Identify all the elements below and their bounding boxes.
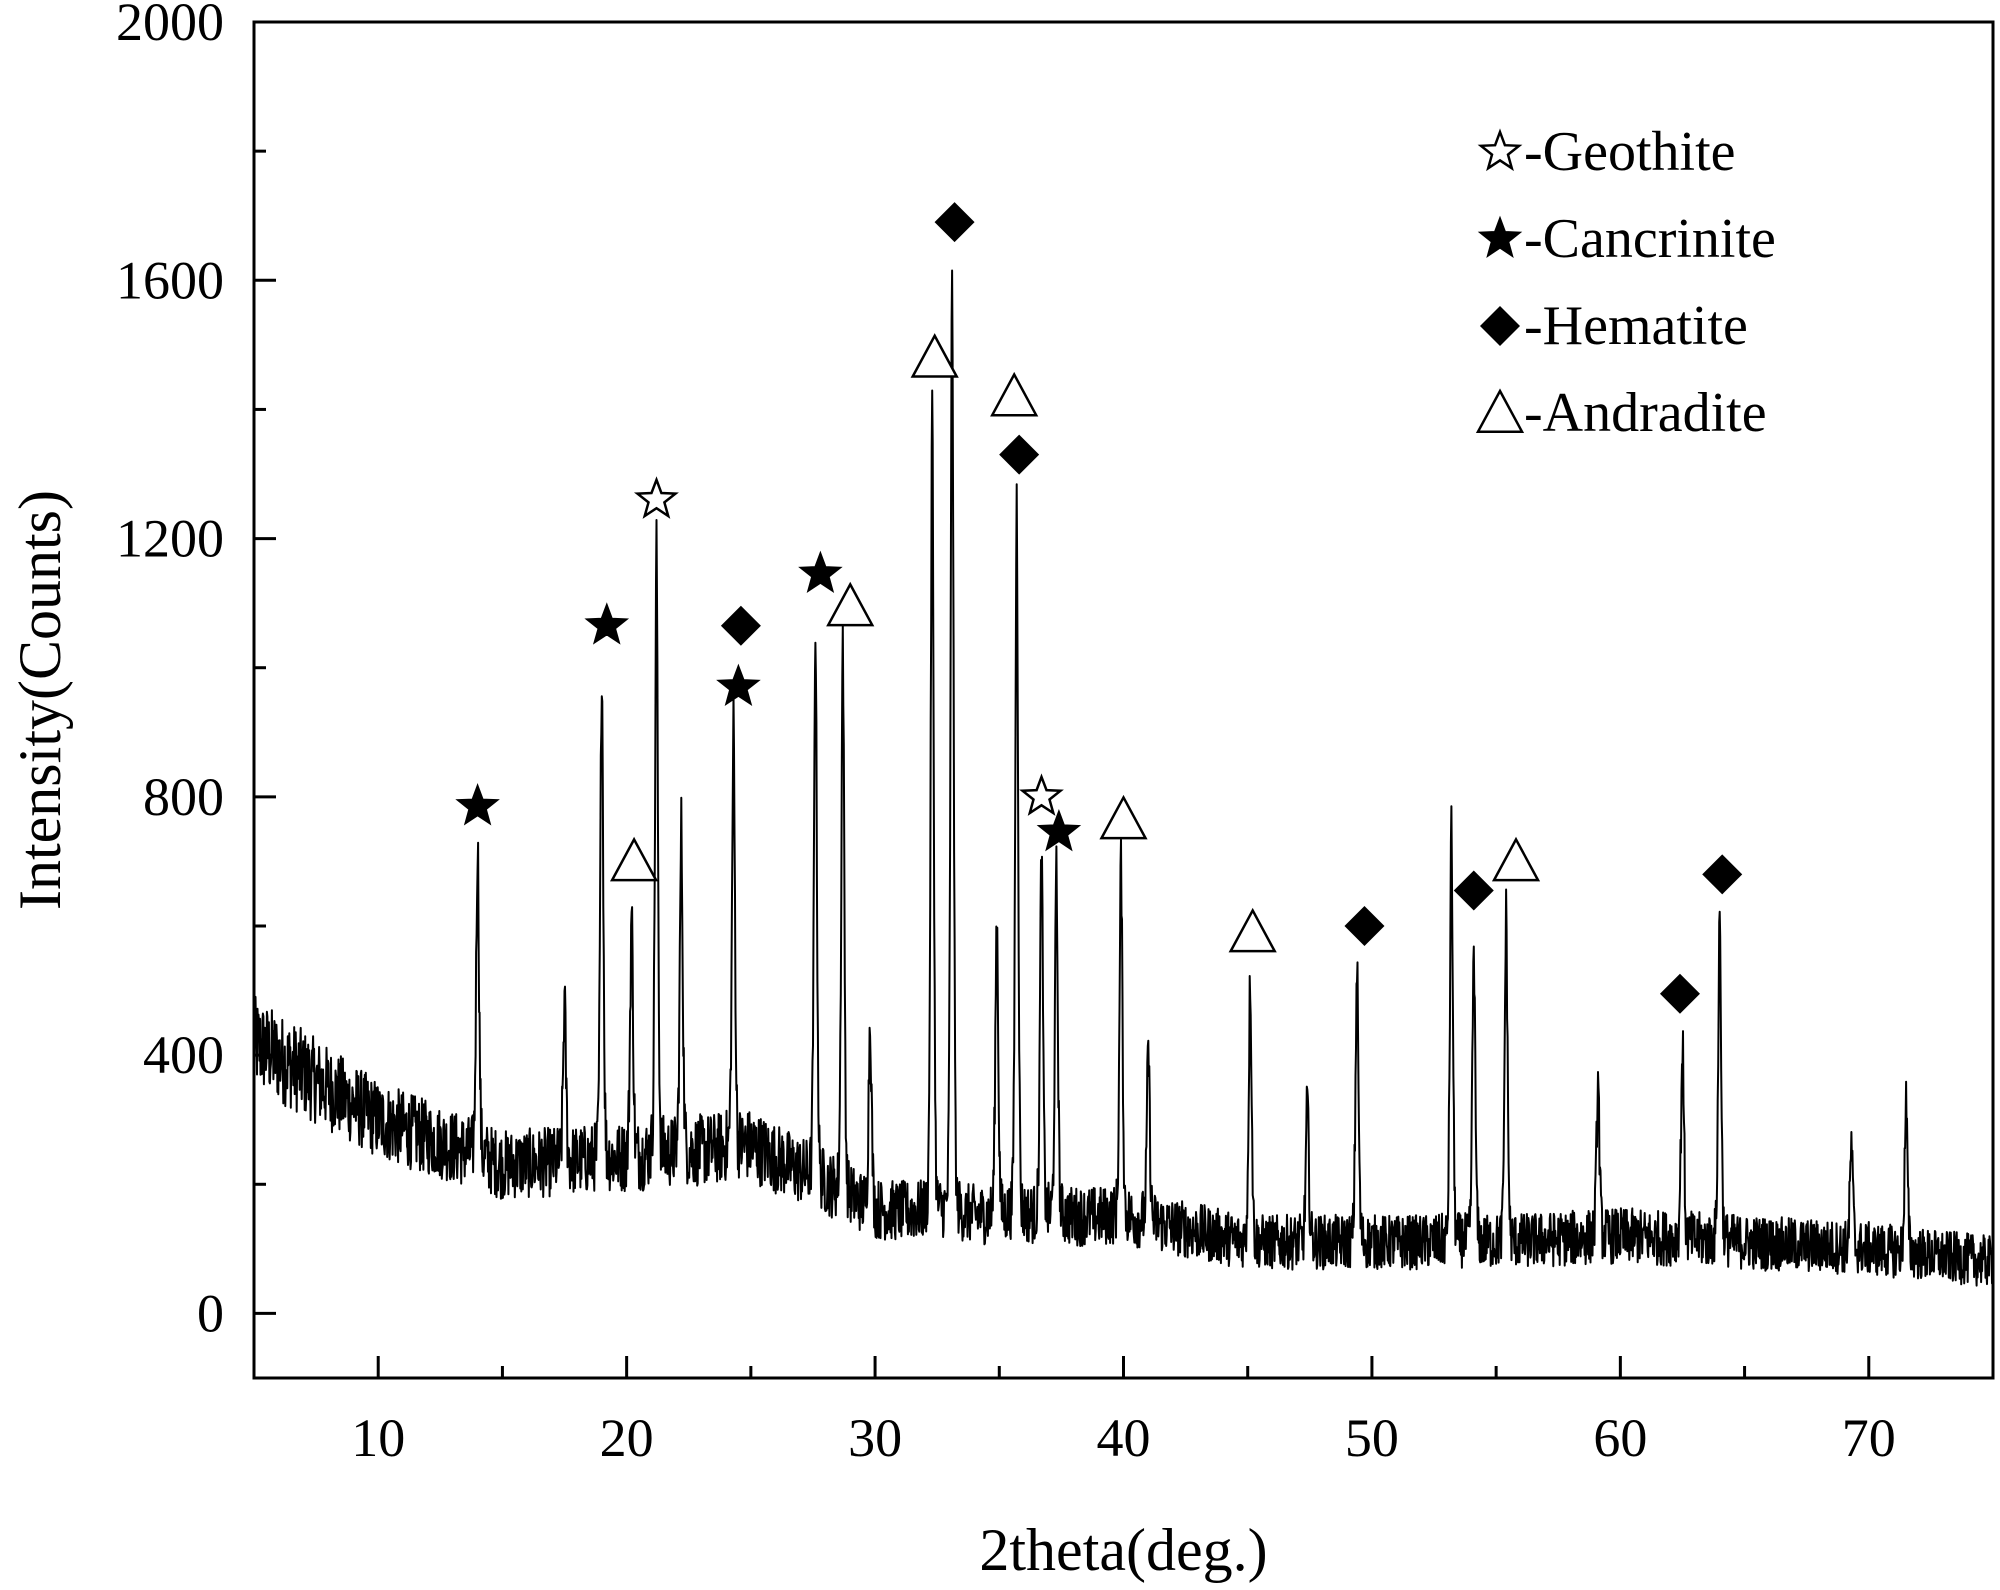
phase-marker-cancrinite	[455, 783, 500, 826]
legend: -Geothite -Cancrinite -Hematite -Andradite	[1475, 121, 1776, 444]
y-tick-label: 1600	[116, 250, 224, 310]
phase-marker-hematite	[999, 434, 1040, 475]
x-axis-label: 2theta(deg.)	[979, 1517, 1267, 1583]
phase-marker-layer	[455, 202, 1743, 1014]
x-tick-label: 40	[1097, 1408, 1151, 1468]
phase-marker-cancrinite	[1036, 808, 1082, 852]
y-tick-label: 0	[197, 1283, 224, 1343]
y-tick-label: 800	[143, 767, 224, 827]
phase-marker-cancrinite	[716, 663, 761, 707]
phase-marker-hematite	[1344, 906, 1385, 946]
phase-marker-cancrinite	[584, 602, 630, 645]
x-tick-label: 10	[351, 1408, 405, 1468]
phase-marker-hematite	[1453, 870, 1494, 911]
y-tick-label: 2000	[116, 0, 224, 52]
phase-marker-hematite	[1702, 854, 1743, 895]
xrd-series-line	[253, 269, 1994, 1287]
legend-symbol-open-triangle	[1475, 388, 1525, 433]
phase-marker-hematite	[720, 605, 761, 646]
phase-marker-cancrinite	[798, 550, 843, 594]
x-tick-label: 70	[1842, 1408, 1896, 1468]
y-axis-label: Intensity(Counts)	[7, 490, 73, 910]
phase-marker-andradite	[990, 371, 1039, 417]
phase-marker-geothite	[633, 476, 679, 519]
x-tick-label: 30	[848, 1408, 902, 1468]
legend-label: -Andradite	[1524, 382, 1767, 444]
phase-marker-andradite	[1491, 836, 1541, 882]
tick-layer: 10 20 30 40 50 60 70 0 400 800 1200 1600 2000	[116, 0, 1995, 1468]
data-layer	[253, 269, 1994, 1287]
x-tick-label: 20	[600, 1408, 654, 1468]
x-tick-label: 60	[1593, 1408, 1647, 1468]
y-tick-label: 400	[143, 1025, 224, 1085]
legend-symbol-filled-star	[1477, 215, 1523, 258]
legend-symbol-open-star	[1477, 128, 1523, 172]
y-tick-label: 1200	[116, 509, 224, 569]
legend-symbol-filled-diamond	[1480, 306, 1520, 346]
x-tick-label: 50	[1345, 1408, 1399, 1468]
phase-marker-andradite	[826, 581, 875, 627]
phase-marker-andradite	[609, 836, 659, 882]
phase-marker-geothite	[1019, 773, 1064, 816]
phase-marker-andradite	[1228, 907, 1277, 953]
legend-label: -Cancrinite	[1524, 208, 1776, 270]
legend-label: -Geothite	[1524, 121, 1735, 183]
legend-label: -Hematite	[1524, 295, 1748, 357]
phase-marker-hematite	[934, 202, 975, 243]
phase-marker-andradite	[1099, 794, 1148, 840]
phase-marker-andradite	[910, 333, 959, 378]
phase-marker-hematite	[1659, 973, 1700, 1014]
